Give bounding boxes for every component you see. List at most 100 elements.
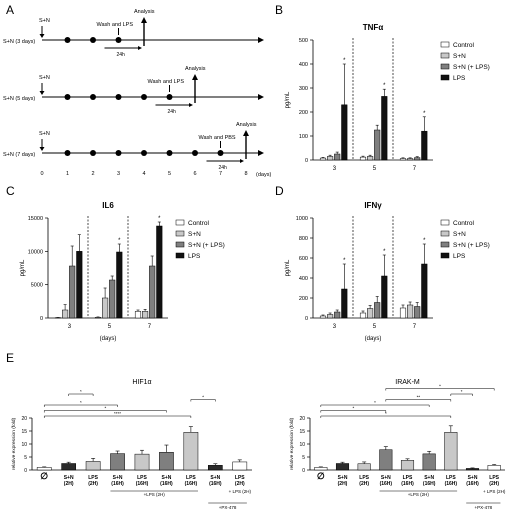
- bar: [421, 130, 428, 161]
- h24-arrow-head: [138, 46, 142, 50]
- analysis-arrow-head: [141, 17, 147, 23]
- chart-tnf: TNFα 0 100 200 300 400 500 pg/mL * 3 * 5 * 7 Control S+…: [285, 23, 490, 172]
- y-axis-label: pg/mL: [20, 259, 26, 276]
- chart-irakm: IRAK-M 0 5 10 15 20 relative expression (fold)…: [289, 379, 506, 510]
- y-tick-label: 300: [299, 86, 308, 92]
- x-tick-label: 7: [413, 166, 417, 172]
- x-tick-label-line: S+N: [381, 475, 391, 481]
- timeline-day-dot: [217, 150, 224, 156]
- x-tick-label-line: (16H): [401, 481, 414, 487]
- significance-label: *: [374, 400, 376, 405]
- y-tick-label: 0: [24, 468, 27, 474]
- y-tick-label: 0: [305, 316, 308, 322]
- x-tick-label-line: LPS: [186, 475, 196, 481]
- significance-star: *: [118, 238, 121, 244]
- significance-star: *: [423, 238, 426, 244]
- bar: [207, 465, 223, 471]
- bar: [359, 312, 367, 319]
- x-tick-label: 3: [333, 166, 337, 172]
- timeline-day-dot: [90, 150, 96, 156]
- significance-bracket: [320, 404, 430, 407]
- x-tick-label-line: S+N: [210, 475, 220, 481]
- bar: [319, 315, 327, 319]
- y-tick-label: 400: [299, 276, 308, 282]
- timeline-day-tick: 7: [219, 171, 222, 177]
- y-tick-label: 10: [299, 442, 305, 448]
- bar: [76, 251, 83, 319]
- x-tick-label-line: LPS: [489, 475, 499, 481]
- timeline-day-tick: 8: [245, 171, 248, 177]
- timeline-sn-label: S+N: [39, 131, 50, 137]
- legend-label: S+N: [453, 53, 466, 60]
- x-tick-label: LPS (2H): [88, 475, 98, 487]
- bar: [110, 453, 125, 471]
- y-axis-label: relative expression (fold): [289, 417, 295, 470]
- y-tick-label: 5000: [31, 283, 43, 289]
- y-tick-label: 0: [302, 468, 305, 474]
- x-tick-label-line: (16H): [111, 481, 124, 487]
- bar: [367, 156, 374, 161]
- sn-arrow-head: [39, 147, 45, 151]
- significance-label: *: [80, 389, 82, 394]
- bar: [109, 279, 116, 319]
- timeline-arrowhead: [258, 94, 264, 100]
- x-axis-label: (days): [100, 336, 117, 342]
- x-tick-label-line: (2H): [64, 481, 74, 487]
- group-label: +LPS (2H): [144, 492, 166, 497]
- timeline-day-tick: 2: [92, 171, 95, 177]
- bar: [334, 153, 341, 161]
- significance-label: *: [461, 389, 463, 394]
- x-tick-label-line: ∅: [40, 471, 48, 481]
- bar: [421, 263, 428, 319]
- x-tick-label: 5: [108, 324, 112, 330]
- panel-label-c: C: [6, 184, 15, 198]
- bar: [341, 288, 348, 319]
- bar: [319, 157, 327, 161]
- bar: [422, 453, 436, 471]
- timeline-24h-label: 24h: [219, 165, 228, 171]
- x-tick-label-line: S+N: [338, 475, 348, 481]
- x-tick-label-line: (16H): [466, 481, 479, 487]
- timeline-day-dot: [166, 150, 173, 156]
- timeline-arrowhead: [258, 150, 264, 156]
- bar: [334, 311, 341, 319]
- x-tick-label-line: LPS: [446, 475, 456, 481]
- legend-label: S+N (+ LPS): [453, 64, 490, 71]
- significance-bracket: [385, 399, 452, 402]
- legend-label: Control: [188, 220, 210, 227]
- timeline-analysis-label: Analysis: [185, 66, 206, 72]
- timeline-day-tick: 1: [66, 171, 69, 177]
- group-label: +PX-478: [475, 505, 493, 510]
- panel-label-d: D: [275, 184, 284, 198]
- legend-swatch: [175, 252, 185, 259]
- group-label: +PX-478: [219, 505, 237, 510]
- x-tick-label: LPS (2H): [489, 475, 499, 487]
- significance-label: *: [80, 400, 82, 405]
- bar: [116, 251, 123, 319]
- bar: [327, 314, 334, 319]
- timeline-day-tick: 0: [41, 171, 44, 177]
- bar: [359, 156, 367, 161]
- bar: [94, 317, 102, 319]
- bar: [314, 467, 328, 471]
- x-tick-label: LPS (16H): [401, 475, 414, 487]
- bar: [327, 156, 334, 161]
- timeline-day-dot: [64, 94, 71, 100]
- analysis-arrow-head: [243, 130, 249, 136]
- x-tick-label-line: (16H): [160, 481, 173, 487]
- y-axis-label: pg/mL: [285, 259, 291, 276]
- y-tick-label: 15000: [28, 216, 43, 222]
- legend-label: LPS: [188, 253, 201, 260]
- significance-label: *: [439, 384, 441, 389]
- x-tick-label: 5: [373, 324, 377, 330]
- timeline-day-dot: [64, 37, 71, 43]
- bar: [367, 308, 374, 319]
- y-tick-label: 100: [299, 134, 308, 140]
- legend-swatch: [440, 230, 450, 237]
- panel-label-e: E: [6, 351, 14, 365]
- legend-swatch: [440, 252, 450, 259]
- x-tick-label-line: (2H): [489, 481, 499, 487]
- sn-arrow-head: [39, 91, 45, 95]
- y-axis-label: relative expression (fold): [11, 417, 17, 470]
